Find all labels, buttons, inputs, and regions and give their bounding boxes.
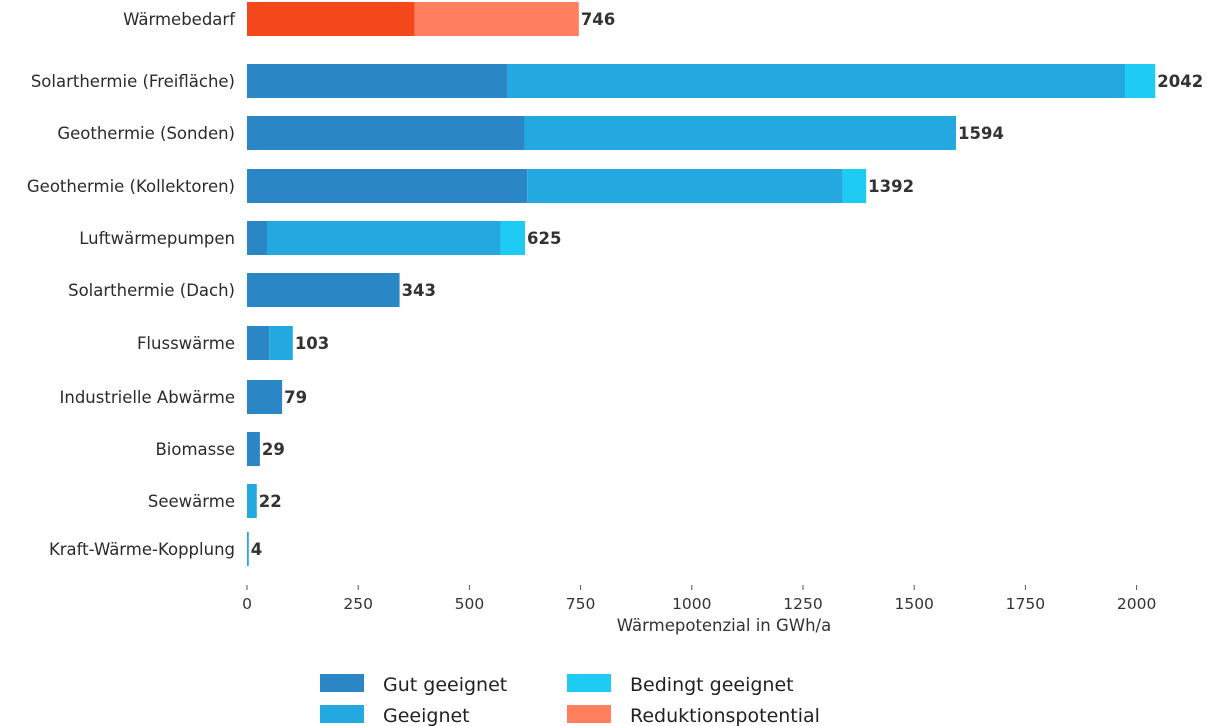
- bar-luftwaermepumpen-bedingt-geeignet: [500, 221, 525, 255]
- legend-swatch-reduktionspotential: [567, 705, 611, 723]
- category-label-kraft-waerme-kopplung: Kraft-Wärme-Kopplung: [49, 540, 235, 559]
- category-labels: Wärmebedarf Solarthermie (Freifläche) Geot…: [27, 10, 236, 559]
- legend-label-gut-geeignet: Gut geeignet: [383, 674, 507, 696]
- bar-solarthermie-dach-gut-geeignet: [247, 273, 400, 307]
- category-label-demand: Wärmebedarf: [123, 10, 236, 29]
- x-tick-label: 0: [242, 595, 252, 613]
- legend-label-bedingt-geeignet: Bedingt geeignet: [630, 674, 794, 696]
- bar-demand-reduktionspotential: [414, 2, 579, 36]
- bar-geothermie-sonden-gut-geeignet: [247, 116, 525, 150]
- x-axis-title: Wärmepotenzial in GWh/a: [617, 616, 831, 635]
- x-tick-label: 2000: [1117, 595, 1156, 613]
- value-label-solarthermie-freiflaeche: 2042: [1157, 72, 1203, 91]
- value-label-flusswaerme: 103: [295, 334, 329, 353]
- value-label-biomasse: 29: [262, 440, 285, 459]
- bar-solarthermie-freiflaeche-bedingt-geeignet: [1125, 64, 1156, 98]
- category-label-industrielle-abwaerme: Industrielle Abwärme: [60, 388, 236, 407]
- category-label-geothermie-sonden: Geothermie (Sonden): [57, 124, 235, 143]
- x-tick-label: 250: [343, 595, 373, 613]
- legend-swatch-geeignet: [320, 705, 364, 723]
- category-label-seewaerme: Seewärme: [148, 492, 235, 511]
- legend-label-geeignet: Geeignet: [383, 705, 470, 726]
- bar-biomasse-gut-geeignet: [247, 432, 260, 466]
- x-tick-label: 750: [566, 595, 596, 613]
- value-label-demand: 746: [581, 10, 615, 29]
- bar-flusswaerme-gut-geeignet: [247, 326, 270, 360]
- bar-kraft-waerme-kopplung-geeignet: [247, 532, 249, 566]
- legend-swatch-gut-geeignet: [320, 674, 364, 692]
- bar-seewaerme-geeignet: [247, 484, 257, 518]
- value-label-geothermie-sonden: 1594: [958, 124, 1004, 143]
- bar-geothermie-sonden-geeignet: [524, 116, 957, 150]
- category-label-biomasse: Biomasse: [155, 440, 235, 459]
- x-tick-label: 1250: [783, 595, 822, 613]
- category-label-flusswaerme: Flusswärme: [137, 334, 235, 353]
- legend-swatch-bedingt-geeignet: [567, 674, 611, 692]
- bar-demand-waermebedarf: [247, 2, 415, 36]
- value-label-kraft-waerme-kopplung: 4: [251, 540, 262, 559]
- bar-luftwaermepumpen-gut-geeignet: [247, 221, 268, 255]
- category-label-solarthermie-dach: Solarthermie (Dach): [68, 281, 235, 300]
- legend: Gut geeignet Bedingt geeignet Geeignet Redu…: [320, 674, 820, 726]
- bar-industrielle-abwaerme-gut-geeignet: [247, 380, 283, 414]
- bar-geothermie-kollektoren-bedingt-geeignet: [842, 169, 867, 203]
- value-label-seewaerme: 22: [259, 492, 282, 511]
- bar-flusswaerme-geeignet: [269, 326, 293, 360]
- category-label-solarthermie-freiflaeche: Solarthermie (Freifläche): [31, 72, 235, 91]
- category-label-geothermie-kollektoren: Geothermie (Kollektoren): [27, 177, 235, 196]
- value-label-luftwaermepumpen: 625: [527, 229, 561, 248]
- category-label-luftwaermepumpen: Luftwärmepumpen: [79, 229, 235, 248]
- x-tick-label: 1500: [894, 595, 933, 613]
- x-tick-label: 1750: [1006, 595, 1045, 613]
- bar-luftwaermepumpen-geeignet: [267, 221, 501, 255]
- legend-label-reduktionspotential: Reduktionspotential: [630, 705, 820, 726]
- bar-geothermie-kollektoren-geeignet: [527, 169, 843, 203]
- value-label-solarthermie-dach: 343: [402, 281, 436, 300]
- x-axis: 0 250 500 750 1000 1250 1500 1750 2000: [242, 585, 1156, 613]
- x-tick-label: 500: [455, 595, 485, 613]
- bar-solarthermie-freiflaeche-geeignet: [507, 64, 1126, 98]
- value-label-geothermie-kollektoren: 1392: [868, 177, 914, 196]
- bars: [247, 2, 1156, 566]
- value-labels: 746 2042 1594 1392 625 343 103 79 29 22 4: [251, 10, 1203, 559]
- bar-solarthermie-freiflaeche-gut-geeignet: [247, 64, 508, 98]
- value-label-industrielle-abwaerme: 79: [284, 388, 307, 407]
- bar-geothermie-kollektoren-gut-geeignet: [247, 169, 528, 203]
- x-tick-label: 1000: [672, 595, 711, 613]
